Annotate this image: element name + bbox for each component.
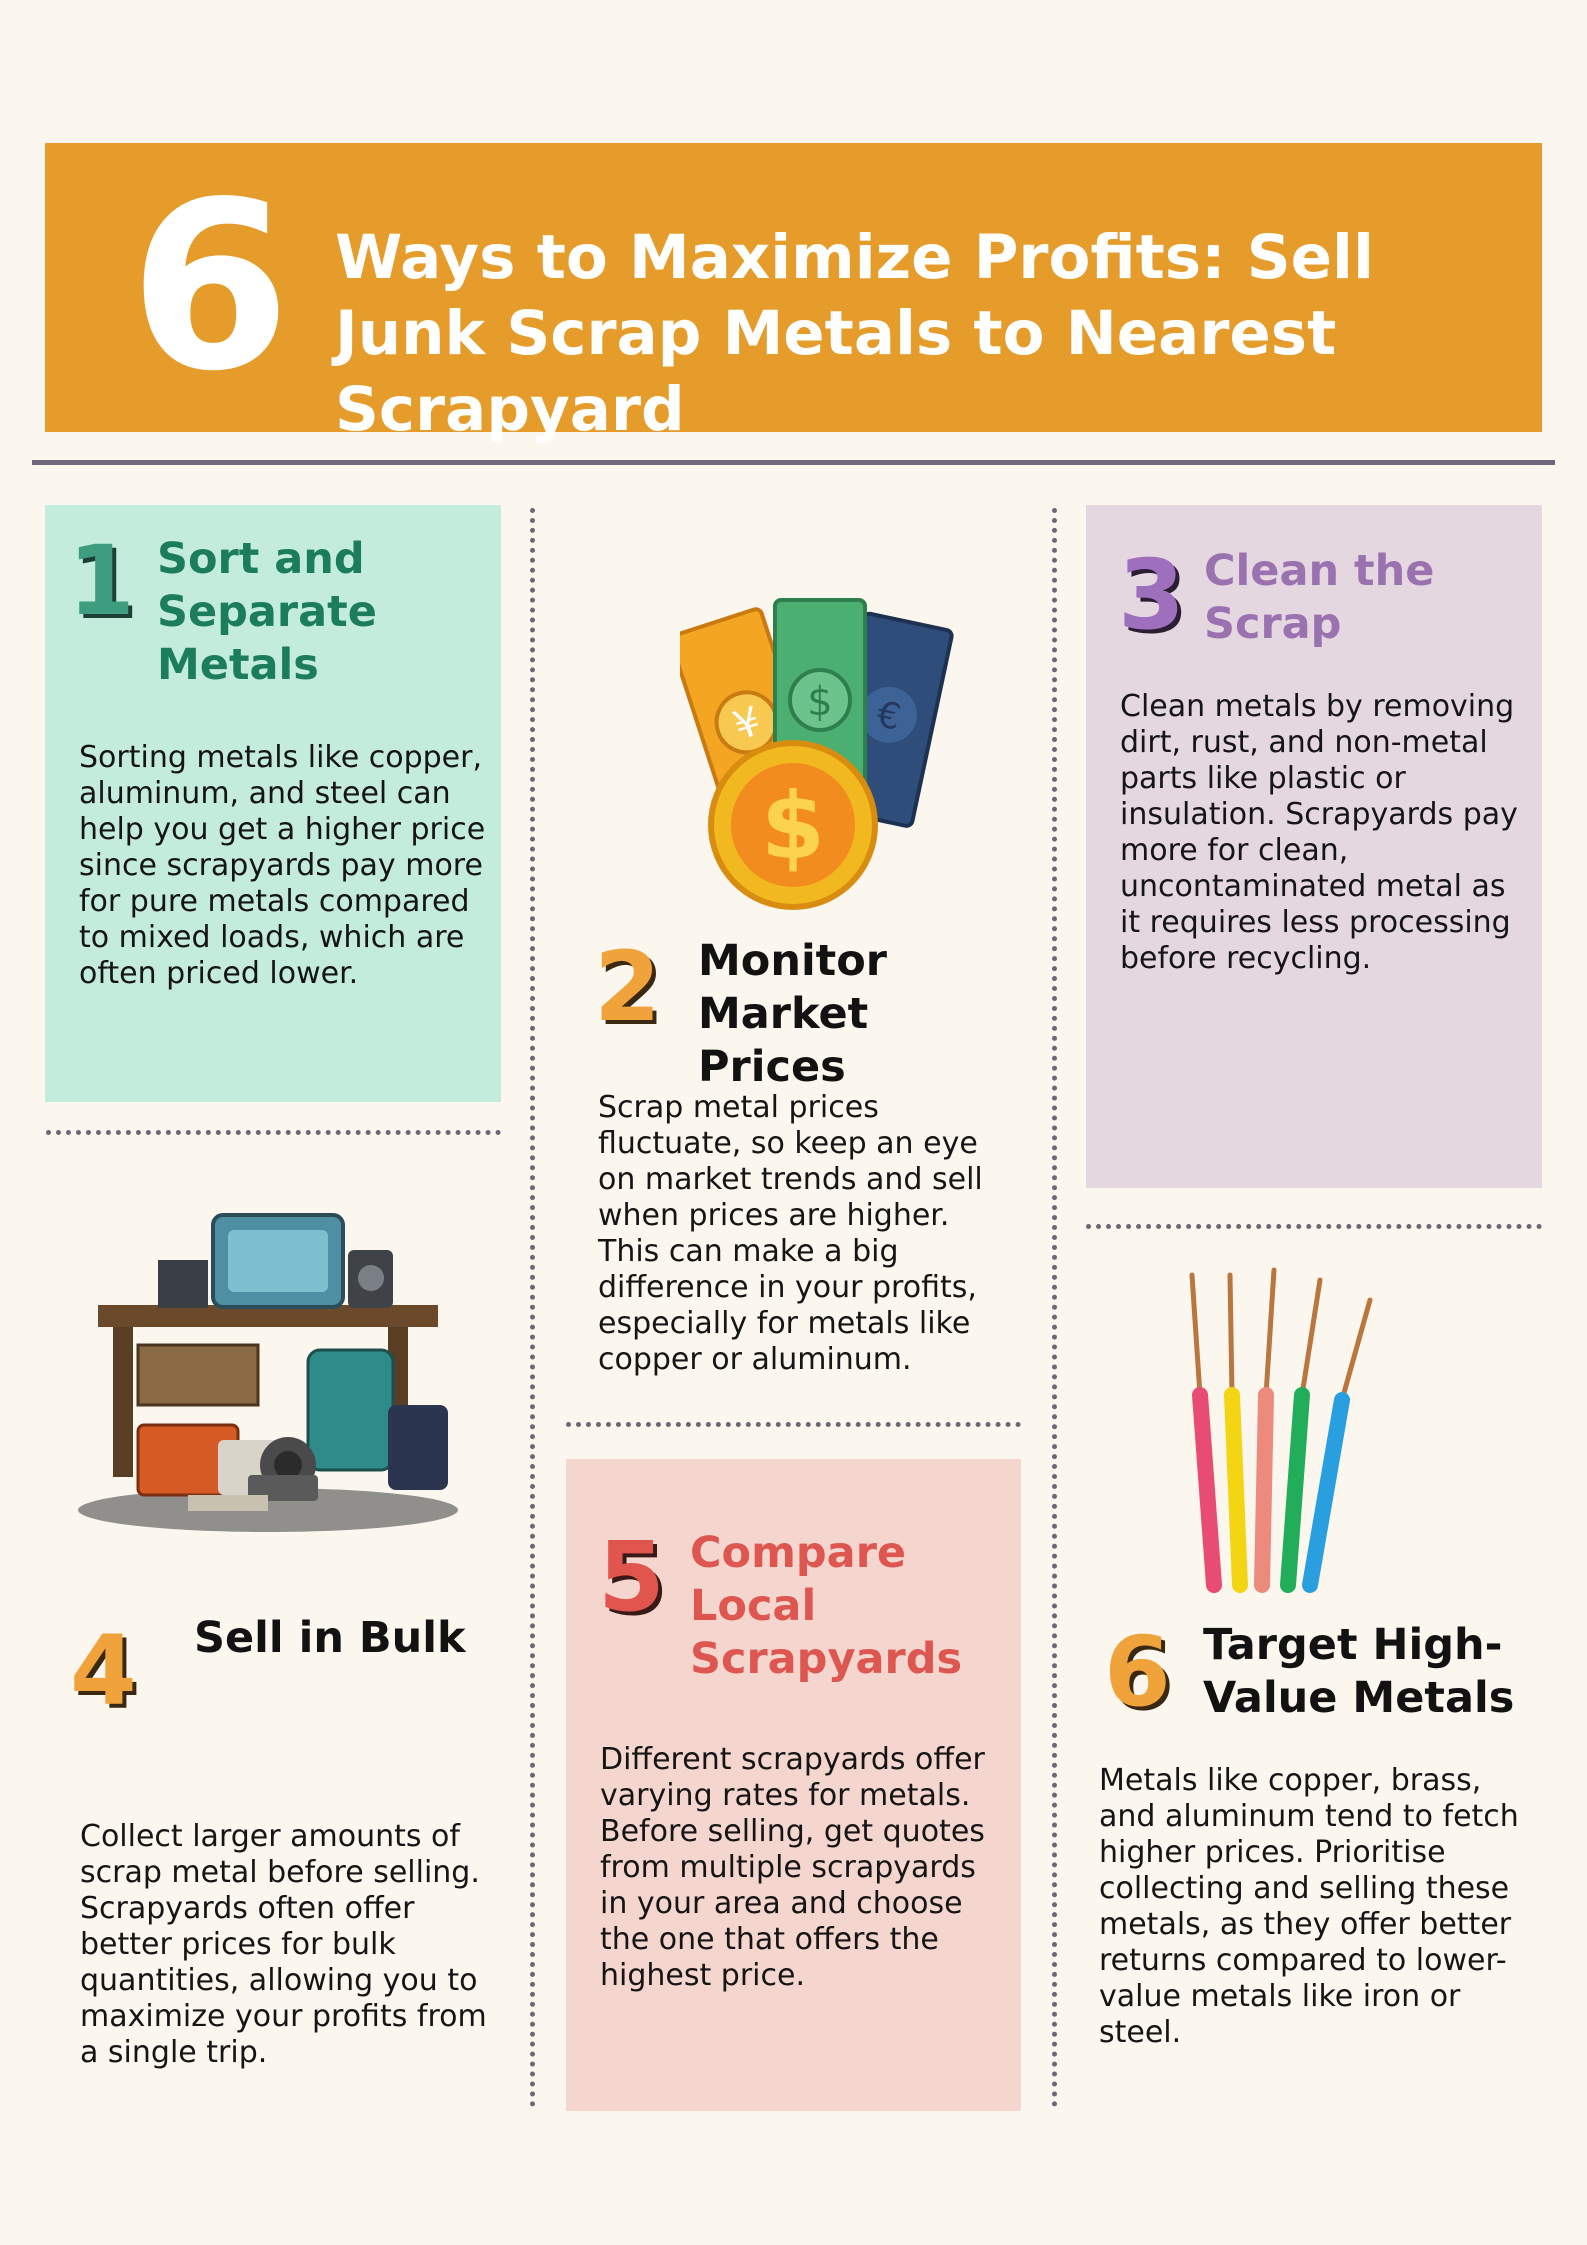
section-3-number: 3 xyxy=(1118,539,1185,651)
section-1-title: Sort and Separate Metals xyxy=(157,534,377,690)
section-6-title: Target High-Value Metals xyxy=(1203,1620,1515,1723)
row-divider-col1 xyxy=(46,1130,501,1135)
section-3-title: Clean the Scrap xyxy=(1204,546,1435,649)
column-divider-left xyxy=(530,508,535,2108)
header-banner xyxy=(45,143,1542,432)
scrap-pile-illustration xyxy=(68,1200,468,1540)
section-5-number: 5 xyxy=(598,1521,665,1633)
money-illustration: ¥ € $ $ xyxy=(680,590,960,910)
section-1-panel xyxy=(45,505,501,1102)
section-5-panel xyxy=(566,1459,1021,2111)
section-2-number: 2 xyxy=(594,931,661,1043)
section-3-body: Clean metals by removing dirt, rust, and… xyxy=(1120,689,1518,976)
section-4-body: Collect larger amounts of scrap metal be… xyxy=(80,1819,487,2070)
section-1-number: 1 xyxy=(68,525,135,637)
header-number: 6 xyxy=(129,152,291,422)
svg-text:$: $ xyxy=(807,679,832,725)
row-divider-col2 xyxy=(566,1422,1021,1427)
section-4-title: Sell in Bulk xyxy=(194,1613,466,1663)
section-1-body: Sorting metals like copper, aluminum, an… xyxy=(79,740,486,991)
page-title: Ways to Maximize Profits: Sell Junk Scra… xyxy=(335,222,1374,445)
section-2-title: Monitor Market Prices xyxy=(698,936,887,1092)
section-6-number: 6 xyxy=(1104,1616,1171,1728)
svg-text:$: $ xyxy=(761,773,825,880)
section-5-body: Different scrapyards offer varying rates… xyxy=(600,1742,985,1993)
section-3-panel xyxy=(1086,505,1542,1188)
section-2-body: Scrap metal prices fluctuate, so keep an… xyxy=(598,1090,983,1377)
section-5-title: Compare Local Scrapyards xyxy=(690,1528,963,1684)
column-divider-right xyxy=(1052,508,1057,2108)
colored-wires-illustration xyxy=(1170,1260,1410,1595)
row-divider-col3 xyxy=(1086,1224,1542,1229)
section-4-number: 4 xyxy=(70,1615,137,1727)
header-divider xyxy=(32,460,1555,465)
section-6-body: Metals like copper, brass, and aluminum … xyxy=(1099,1763,1519,2050)
